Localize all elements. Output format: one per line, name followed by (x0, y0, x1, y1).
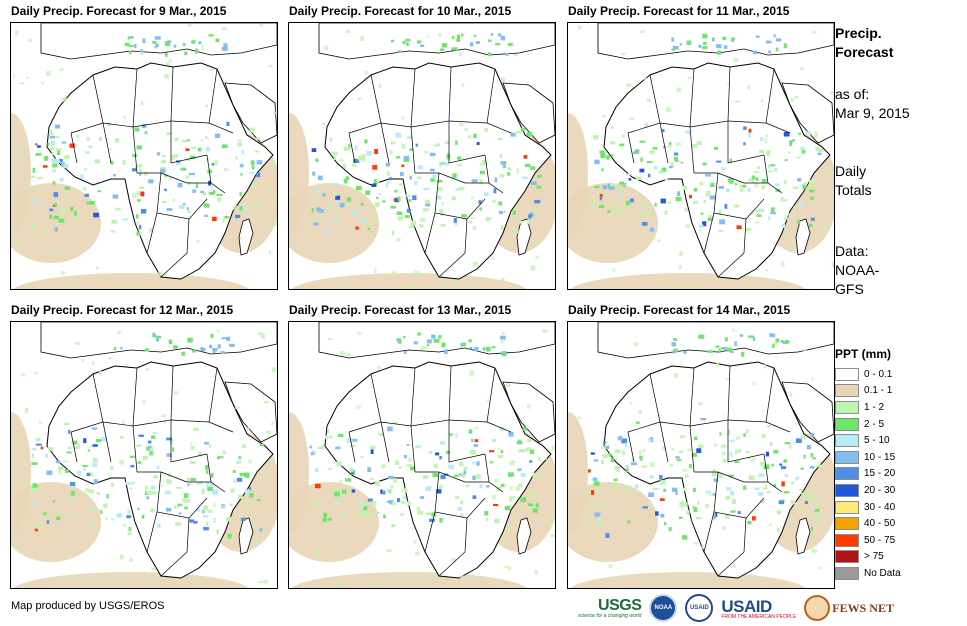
forecast-map (288, 22, 556, 290)
legend-item: 1 - 2 (835, 399, 901, 416)
legend-swatch (835, 434, 859, 448)
legend-item: 10 - 15 (835, 449, 901, 466)
legend-item: 0 - 0.1 (835, 366, 901, 383)
fews-wordmark: FEWS NET (832, 600, 894, 615)
legend-label: 50 - 75 (864, 534, 896, 546)
legend-item: 15 - 20 (835, 466, 901, 483)
legend-item: No Data (835, 565, 901, 582)
usgs-wordmark: USGS (598, 597, 642, 614)
legend-title: PPT (mm) (835, 347, 892, 361)
forecast-panel-4: Daily Precip. Forecast for 12 Mar., 2015 (10, 303, 280, 593)
legend-label: 10 - 15 (864, 451, 896, 463)
data-source-block: Data: NOAA- GFS (835, 242, 879, 299)
sidebar-title-line1: Precip. (835, 25, 882, 41)
legend-label: 30 - 40 (864, 501, 896, 513)
legend-item: 0.1 - 1 (835, 383, 901, 400)
legend-swatch (835, 517, 859, 531)
panel-title: Daily Precip. Forecast for 12 Mar., 2015 (11, 303, 234, 317)
legend-swatch (835, 483, 859, 497)
legend-label: 0 - 0.1 (864, 368, 893, 380)
sidebar-title: Precip. Forecast (835, 24, 893, 62)
forecast-panel-6: Daily Precip. Forecast for 14 Mar., 2015 (567, 303, 837, 593)
legend-swatch (835, 550, 859, 564)
forecast-map (10, 321, 278, 589)
legend-label: 20 - 30 (864, 484, 896, 496)
panel-title: Daily Precip. Forecast for 9 Mar., 2015 (11, 4, 227, 18)
panel-title: Daily Precip. Forecast for 14 Mar., 2015 (568, 303, 791, 317)
totals-line2: Totals (835, 182, 872, 198)
fews-globe-icon (804, 595, 831, 621)
forecast-panel-1: Daily Precip. Forecast for 9 Mar., 2015 (10, 4, 280, 294)
panel-title: Daily Precip. Forecast for 11 Mar., 2015 (568, 4, 790, 18)
legend-item: 5 - 10 (835, 432, 901, 449)
usaid-logo: USAID FROM THE AMERICAN PEOPLE (721, 597, 796, 620)
noaa-logo: NOAA (649, 594, 678, 622)
legend-swatch (835, 450, 859, 464)
forecast-panel-3: Daily Precip. Forecast for 11 Mar., 2015 (567, 4, 837, 294)
forecast-map (288, 321, 556, 589)
forecast-map (567, 321, 835, 589)
data-line3: GFS (835, 281, 864, 297)
totals-block: Daily Totals (835, 162, 872, 200)
legend-label: No Data (864, 567, 901, 579)
panel-title: Daily Precip. Forecast for 13 Mar., 2015 (289, 303, 512, 317)
legend-label: 1 - 2 (864, 401, 885, 413)
data-line1: Data: (835, 243, 869, 259)
legend-label: > 75 (864, 551, 884, 563)
as-of-date: Mar 9, 2015 (835, 105, 910, 121)
legend-item: 20 - 30 (835, 482, 901, 499)
legend-item: 40 - 50 (835, 515, 901, 532)
legend-swatch (835, 533, 859, 547)
forecast-map (567, 22, 835, 290)
usaid-seal-icon: USAID (685, 594, 714, 622)
panel-title: Daily Precip. Forecast for 10 Mar., 2015 (289, 4, 512, 18)
legend-label: 0.1 - 1 (864, 385, 893, 397)
legend-label: 5 - 10 (864, 435, 890, 447)
usaid-tagline: FROM THE AMERICAN PEOPLE (721, 613, 797, 620)
legend-swatch (835, 417, 859, 431)
map-credit: Map produced by USGS/EROS (11, 600, 165, 612)
sidebar-title-line2: Forecast (835, 44, 894, 60)
legend-swatch (835, 467, 859, 481)
legend-swatch (835, 566, 859, 580)
fews-net-logo: FEWS NET (804, 595, 894, 621)
as-of-block: as of: Mar 9, 2015 (835, 85, 910, 123)
legend: 0 - 0.1 0.1 - 1 1 - 2 2 - 5 5 - 10 10 - … (835, 366, 901, 582)
legend-item: 2 - 5 (835, 416, 901, 433)
legend-label: 15 - 20 (864, 468, 896, 480)
forecast-panel-2: Daily Precip. Forecast for 10 Mar., 2015 (288, 4, 558, 294)
forecast-map (10, 22, 278, 290)
legend-swatch (835, 500, 859, 514)
legend-swatch (835, 384, 859, 398)
data-line2: NOAA- (835, 262, 880, 278)
totals-line1: Daily (835, 163, 867, 179)
legend-item: > 75 (835, 549, 901, 566)
as-of-label: as of: (835, 86, 870, 102)
legend-swatch (835, 367, 859, 381)
usaid-wordmark: USAID (721, 596, 772, 616)
legend-swatch (835, 400, 859, 414)
legend-label: 40 - 50 (864, 518, 896, 530)
legend-item: 30 - 40 (835, 499, 901, 516)
legend-label: 2 - 5 (864, 418, 885, 430)
legend-item: 50 - 75 (835, 532, 901, 549)
usgs-tagline: science for a changing world (578, 613, 642, 619)
forecast-panel-5: Daily Precip. Forecast for 13 Mar., 2015 (288, 303, 558, 593)
partner-logos: USGS science for a changing world NOAA U… (578, 594, 894, 622)
usgs-logo: USGS science for a changing world (578, 597, 642, 619)
